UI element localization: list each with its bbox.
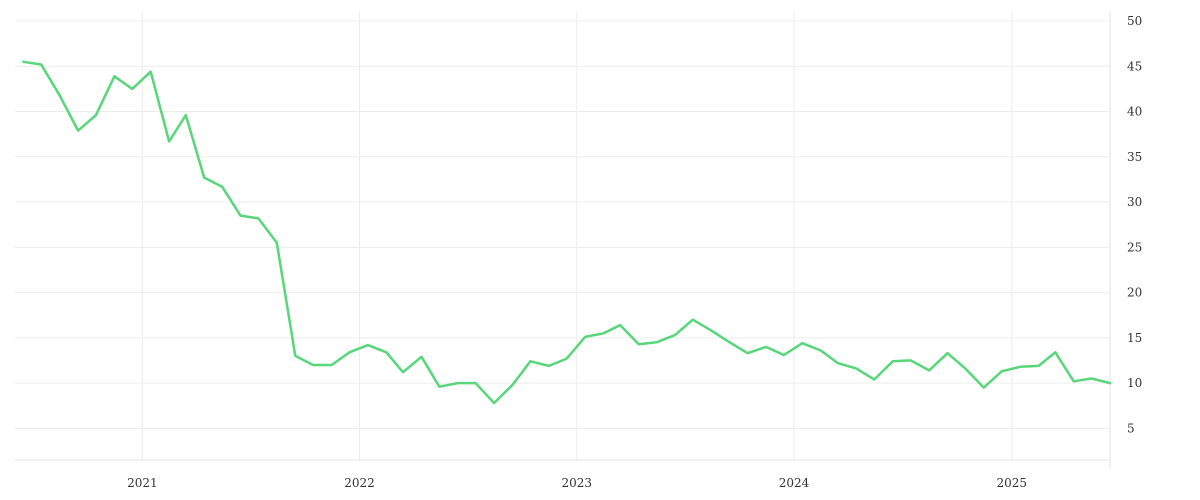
series-line xyxy=(22,60,1112,405)
y-tick-label: 10 xyxy=(1127,376,1142,390)
y-tick-label: 5 xyxy=(1127,421,1135,435)
series-layer xyxy=(22,60,1112,405)
y-tick-label: 25 xyxy=(1127,240,1142,254)
y-tick-label: 35 xyxy=(1127,150,1142,164)
grid-lines xyxy=(15,12,1110,460)
y-tick-label: 15 xyxy=(1127,331,1142,345)
y-tick-label: 40 xyxy=(1127,105,1142,119)
y-tick-label: 50 xyxy=(1127,14,1142,28)
x-tick-label: 2021 xyxy=(127,476,158,490)
x-tick-label: 2022 xyxy=(344,476,375,490)
axes xyxy=(15,12,1111,468)
y-tick-label: 30 xyxy=(1127,195,1142,209)
x-tick-label: 2025 xyxy=(997,476,1028,490)
x-tick-label: 2023 xyxy=(562,476,593,490)
y-tick-label: 20 xyxy=(1127,286,1142,300)
x-tick-label: 2024 xyxy=(779,476,810,490)
y-tick-label: 45 xyxy=(1127,59,1142,73)
